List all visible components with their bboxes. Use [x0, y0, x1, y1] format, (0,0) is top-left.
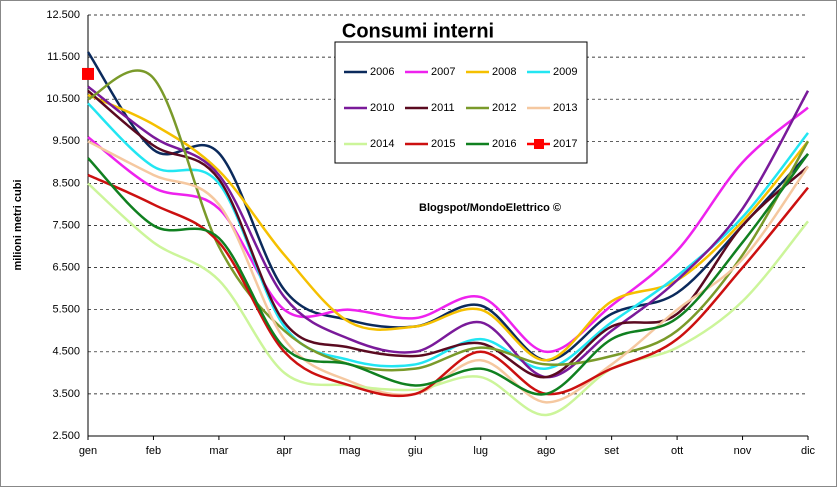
legend-label: 2013	[553, 102, 577, 114]
series-line	[87, 182, 809, 417]
legend-label: 2008	[492, 66, 516, 78]
x-tick-label: gen	[79, 445, 97, 457]
legend-label: 2010	[370, 102, 394, 114]
x-tick-label: set	[604, 445, 619, 457]
x-tick-label: mar	[209, 445, 228, 457]
series-line	[87, 102, 809, 370]
y-tick-label: 11.500	[47, 51, 80, 63]
legend-label: 2017	[553, 138, 577, 150]
y-tick-label: 8.500	[52, 177, 80, 189]
legend-label: 2011	[431, 102, 455, 114]
y-tick-label: 3.500	[52, 388, 80, 400]
x-tick-label: feb	[146, 445, 161, 457]
x-tick-label: ott	[671, 445, 683, 457]
x-tick-label: giu	[408, 445, 423, 457]
y-axis-label: milioni metri cubi	[12, 179, 24, 270]
x-tick-label: ago	[537, 445, 555, 457]
x-tick-label: mag	[339, 445, 360, 457]
y-tick-label: 5.500	[52, 304, 80, 316]
series-line	[87, 93, 809, 362]
y-tick-label: 9.500	[52, 135, 80, 147]
legend-label: 2014	[370, 138, 394, 150]
y-tick-label: 6.500	[52, 262, 80, 274]
y-tick-label: 2.500	[52, 430, 80, 442]
legend-label: 2015	[431, 138, 455, 150]
legend-swatch-marker	[534, 139, 544, 149]
series-line	[87, 89, 809, 379]
legend-label: 2009	[553, 66, 577, 78]
x-tick-label: apr	[276, 445, 292, 457]
series-line	[87, 153, 810, 396]
legend-label: 2006	[370, 66, 394, 78]
x-tick-label: lug	[473, 445, 488, 457]
series-marker	[82, 67, 94, 80]
chart-title: Consumi interni	[342, 20, 494, 42]
legend-label: 2016	[492, 138, 516, 150]
series-line	[87, 69, 810, 372]
y-tick-label: 7.500	[52, 219, 80, 231]
annotation: Blogspot/MondoElettrico ©	[419, 202, 561, 214]
x-tick-label: dic	[801, 445, 816, 457]
series-line	[87, 85, 810, 379]
y-tick-label: 4.500	[52, 346, 80, 358]
y-tick-label: 12.500	[46, 9, 80, 21]
series-line	[87, 106, 809, 354]
y-tick-label: 10.500	[46, 93, 80, 105]
series-line	[87, 173, 809, 398]
legend-label: 2007	[431, 66, 455, 78]
legend-label: 2012	[492, 102, 516, 114]
x-tick-label: nov	[734, 445, 752, 457]
